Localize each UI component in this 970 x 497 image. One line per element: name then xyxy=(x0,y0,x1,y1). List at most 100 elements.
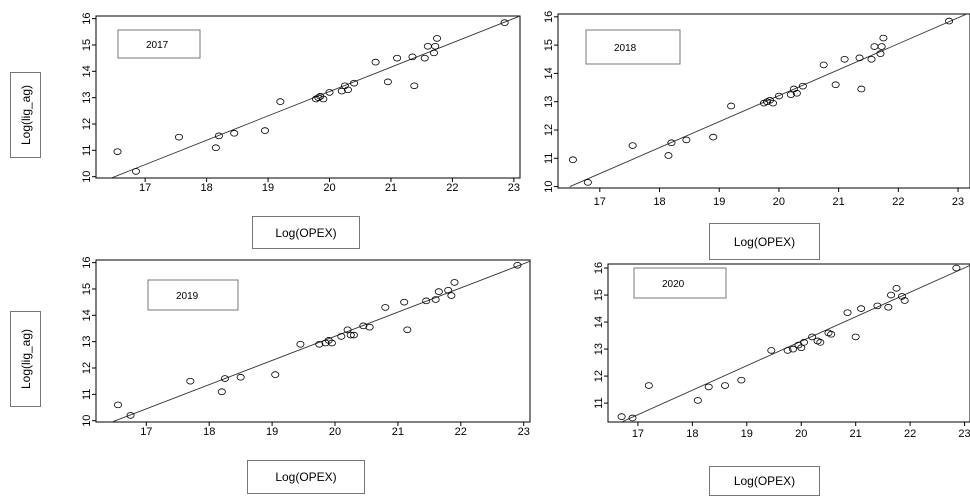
legend-box xyxy=(147,279,239,311)
data-point xyxy=(628,142,637,149)
data-point xyxy=(709,133,718,141)
x-tick-label: 19 xyxy=(266,426,278,438)
x-tick-label: 20 xyxy=(323,182,335,194)
scatter-chart-2019: 10 11 12 13 14 15 16 17 18 19 20 21 22 23 2019 xyxy=(81,257,531,438)
plot-frame xyxy=(607,263,970,423)
x-axis-label-box-2019: Log(OPEX) xyxy=(247,460,365,494)
data-point xyxy=(870,43,879,50)
data-point xyxy=(682,136,691,144)
y-tick-label: 15 xyxy=(543,39,555,51)
y-axis-label-bottom: Log(lig_ag) xyxy=(18,328,33,390)
y-axis-label-box-top: Log(lig_ag) xyxy=(10,72,41,158)
data-point xyxy=(798,82,807,90)
regression-line xyxy=(111,16,520,178)
data-point xyxy=(327,339,336,347)
data-point xyxy=(349,331,358,339)
y-tick-label: 16 xyxy=(593,262,605,274)
data-point xyxy=(211,144,220,152)
data-point xyxy=(808,333,817,341)
data-point xyxy=(786,91,795,98)
data-point xyxy=(186,377,195,385)
data-point xyxy=(568,156,577,164)
legend-year-label: 2020 xyxy=(662,279,685,290)
data-point xyxy=(343,326,352,334)
data-point xyxy=(365,323,374,331)
data-point xyxy=(879,34,888,42)
x-tick-label: 20 xyxy=(773,196,785,208)
data-point xyxy=(767,347,776,354)
data-point xyxy=(346,331,355,339)
x-tick-label: 22 xyxy=(904,428,916,440)
data-point xyxy=(319,95,328,103)
x-axis-label-box-2018: Log(OPEX) xyxy=(709,223,820,260)
data-point xyxy=(873,302,882,310)
data-point xyxy=(450,279,459,286)
data-point xyxy=(343,86,352,94)
data-point xyxy=(824,329,833,337)
x-axis-label-box-2017: Log(OPEX) xyxy=(252,216,360,249)
data-point xyxy=(220,375,229,382)
x-tick-label: 19 xyxy=(741,428,753,440)
data-point xyxy=(857,305,866,312)
data-point xyxy=(350,79,359,87)
y-tick-label: 12 xyxy=(543,124,555,136)
data-point xyxy=(325,89,334,96)
data-point xyxy=(236,373,245,381)
data-point xyxy=(721,382,730,389)
data-point xyxy=(867,55,876,63)
data-point xyxy=(827,330,836,338)
y-tick-label: 13 xyxy=(593,343,605,355)
scatter-chart-2018: 10 11 12 13 14 15 16 17 18 19 20 21 22 23 2018 xyxy=(543,11,970,208)
data-point xyxy=(500,19,509,26)
y-tick-label: 11 xyxy=(81,145,93,156)
regression-line xyxy=(621,264,970,422)
data-point xyxy=(897,293,906,300)
data-point xyxy=(789,345,798,353)
x-tick-label: 21 xyxy=(385,182,397,194)
data-point xyxy=(114,401,123,409)
x-tick-label: 17 xyxy=(594,196,606,208)
scatter-chart-2020: 11 12 13 14 15 16 17 18 19 20 21 22 23 2020 xyxy=(593,262,970,440)
data-point xyxy=(429,49,438,57)
data-point xyxy=(667,139,676,147)
data-point xyxy=(296,340,305,348)
data-point xyxy=(792,89,801,97)
data-point xyxy=(315,340,324,348)
y-tick-label: 11 xyxy=(593,397,605,408)
x-axis-label-2018: Log(OPEX) xyxy=(733,234,796,249)
y-axis-label-box-bottom: Log(lig_ag) xyxy=(10,311,41,407)
data-point xyxy=(400,298,409,306)
y-tick-label: 12 xyxy=(81,118,93,130)
data-point xyxy=(799,339,808,346)
data-point xyxy=(664,152,673,159)
y-tick-label: 11 xyxy=(543,153,555,164)
data-point xyxy=(628,414,637,422)
y-tick-label: 10 xyxy=(543,180,555,192)
data-point xyxy=(877,43,886,50)
data-point xyxy=(857,85,866,93)
x-axis-label-2019: Log(OPEX) xyxy=(275,470,337,484)
data-point xyxy=(410,82,419,90)
data-point xyxy=(113,148,122,155)
legend-box xyxy=(633,267,727,299)
data-point xyxy=(831,81,840,89)
x-tick-label: 22 xyxy=(455,426,467,438)
data-point xyxy=(433,35,442,42)
data-point xyxy=(271,371,280,378)
data-point xyxy=(737,376,746,384)
y-tick-label: 12 xyxy=(593,370,605,382)
x-axis-label-2017: Log(OPEX) xyxy=(275,225,337,240)
data-point xyxy=(444,286,453,294)
data-point xyxy=(423,42,432,50)
scatter-chart-2017: 10 11 12 13 14 15 16 17 18 19 20 21 22 23 2017 xyxy=(81,13,521,194)
y-tick-label: 15 xyxy=(593,289,605,301)
x-tick-label: 21 xyxy=(850,428,862,440)
x-tick-label: 22 xyxy=(446,182,458,194)
x-tick-label: 18 xyxy=(200,182,212,194)
data-point xyxy=(774,92,783,100)
data-point xyxy=(431,42,440,50)
data-point xyxy=(260,127,269,134)
plot-frame xyxy=(95,259,531,423)
legend-year-label: 2019 xyxy=(176,291,199,302)
data-point xyxy=(434,288,443,295)
